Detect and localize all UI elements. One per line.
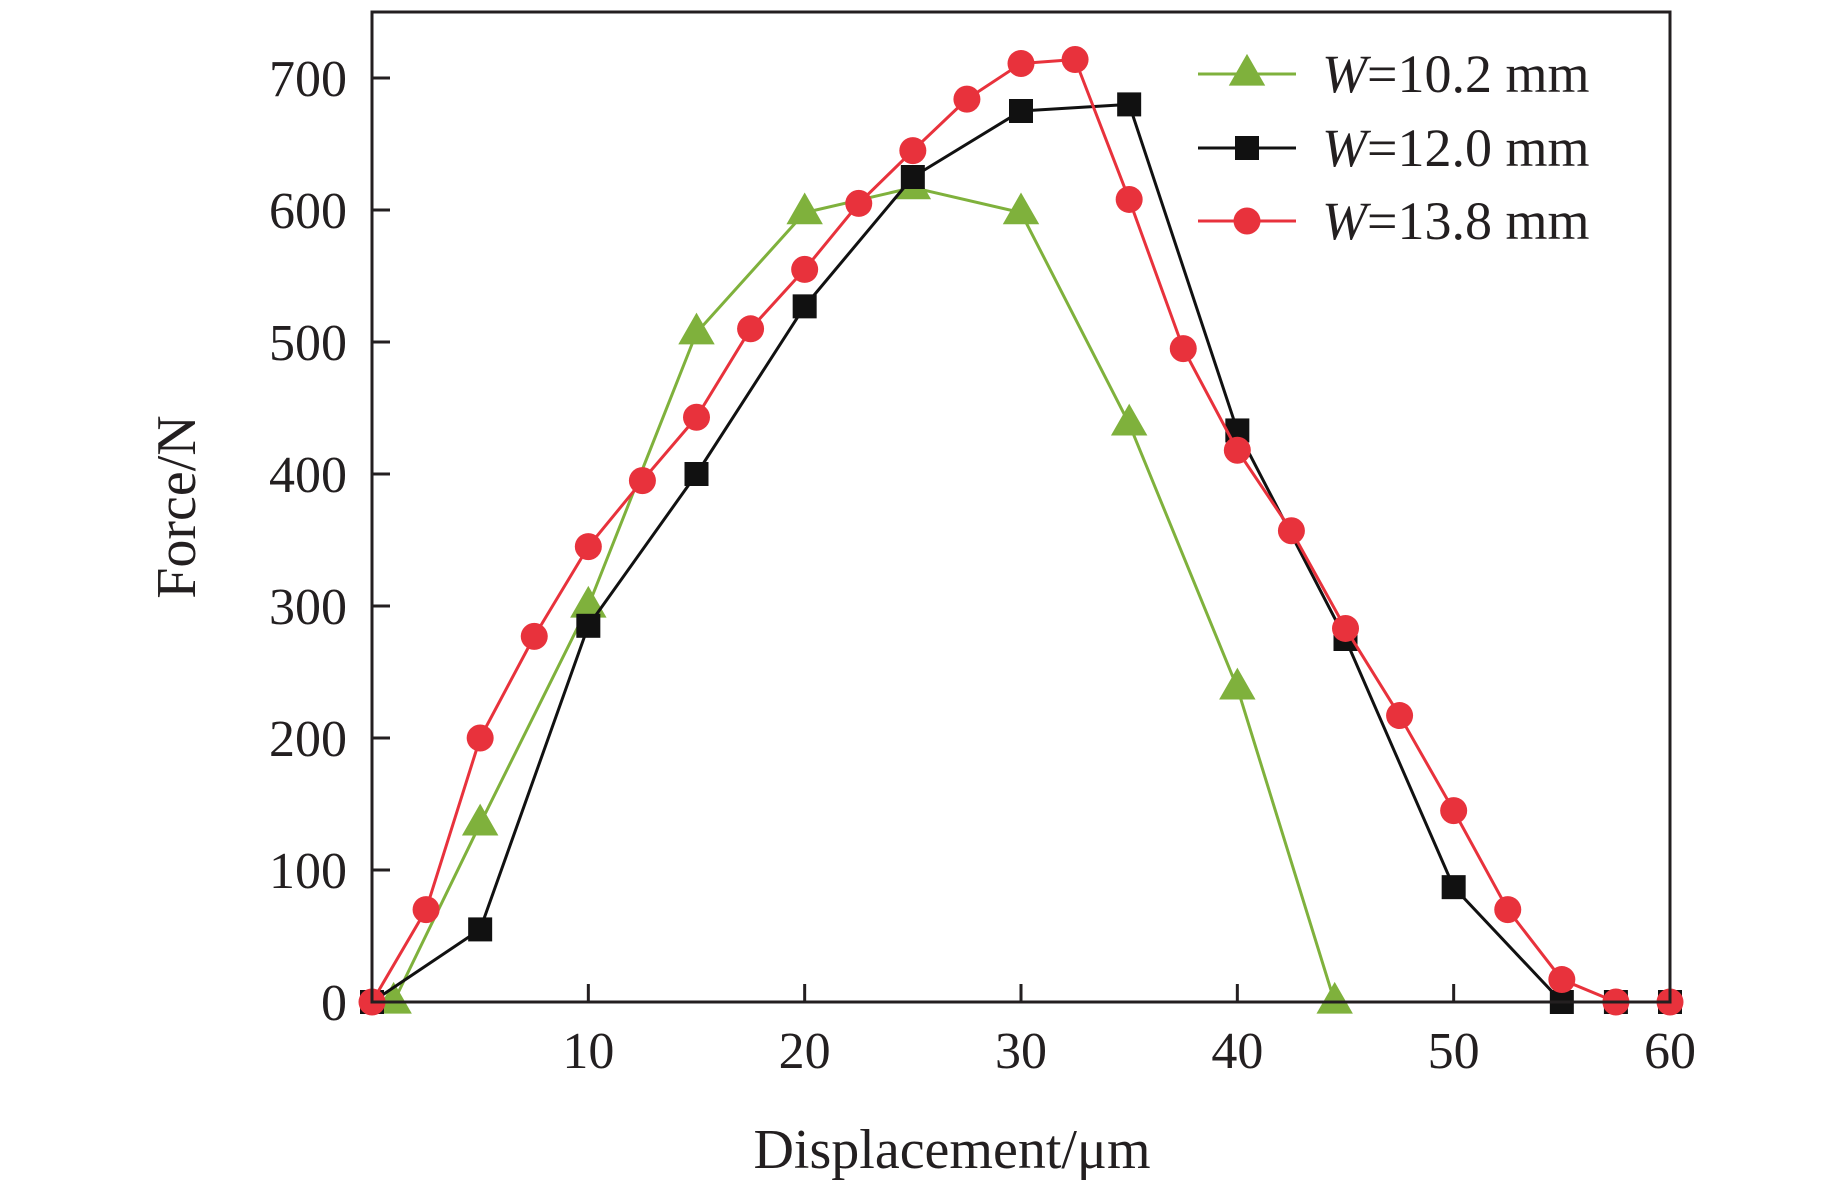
data-point bbox=[1332, 614, 1359, 642]
x-tick-label: 20 bbox=[779, 1023, 831, 1080]
data-point bbox=[678, 312, 715, 345]
data-point bbox=[520, 622, 548, 650]
y-tick-label: 100 bbox=[269, 843, 347, 900]
data-point bbox=[1441, 875, 1466, 900]
data-point bbox=[1009, 99, 1033, 123]
data-point bbox=[466, 724, 494, 752]
y-tick-label: 200 bbox=[269, 711, 347, 768]
y-tick-label: 500 bbox=[269, 315, 347, 372]
data-point bbox=[574, 533, 602, 561]
x-tick-label: 10 bbox=[562, 1023, 614, 1080]
legend-label: W=12.0 mm bbox=[1322, 118, 1589, 178]
legend-label: W=10.2 mm bbox=[1322, 44, 1589, 104]
data-point bbox=[1002, 192, 1040, 225]
data-point bbox=[845, 189, 873, 217]
data-point bbox=[1115, 185, 1143, 213]
data-point bbox=[1440, 797, 1468, 825]
data-point bbox=[1277, 517, 1305, 545]
legend-item-w-10-2-mm: W=10.2 mm bbox=[1198, 44, 1589, 104]
data-point bbox=[576, 613, 601, 638]
data-point bbox=[792, 294, 817, 319]
legend-marker bbox=[1235, 136, 1259, 160]
series-w-13-8-mm bbox=[358, 46, 1684, 1016]
data-point bbox=[1548, 966, 1576, 994]
legend: W=10.2 mm W=12.0 mm W=13.8 mm bbox=[1198, 44, 1589, 251]
legend-marker bbox=[1228, 53, 1266, 86]
y-tick-label: 300 bbox=[269, 579, 347, 636]
x-tick-label: 30 bbox=[995, 1023, 1047, 1080]
data-point bbox=[1223, 436, 1251, 464]
legend-item-w-12-0-mm: W=12.0 mm bbox=[1198, 118, 1589, 178]
data-point bbox=[468, 917, 493, 942]
data-point bbox=[1169, 335, 1197, 363]
data-point bbox=[684, 462, 709, 486]
data-point bbox=[1316, 981, 1353, 1014]
x-tick-label: 40 bbox=[1211, 1023, 1263, 1080]
series-w-12-0-mm bbox=[360, 92, 1682, 1014]
data-point bbox=[1386, 702, 1414, 730]
legend-label: W=13.8 mm bbox=[1322, 191, 1589, 251]
y-tick-label: 700 bbox=[269, 51, 347, 108]
series-line bbox=[371, 102, 1670, 1004]
data-point bbox=[786, 192, 823, 225]
data-point bbox=[1494, 896, 1522, 924]
series-layer bbox=[358, 46, 1684, 1016]
x-axis-title: Displacement/μm bbox=[753, 1119, 1150, 1181]
data-point bbox=[900, 165, 925, 189]
legend-marker bbox=[1233, 207, 1261, 235]
x-tick-label: 50 bbox=[1428, 1023, 1480, 1080]
y-tick-label: 600 bbox=[269, 183, 347, 240]
x-tick-label: 60 bbox=[1644, 1023, 1696, 1080]
data-point bbox=[899, 137, 927, 165]
data-point bbox=[1117, 92, 1142, 117]
y-tick-label: 400 bbox=[269, 447, 347, 504]
data-point bbox=[461, 803, 499, 836]
data-point bbox=[1219, 667, 1256, 700]
y-axis-title: Force/N bbox=[146, 415, 208, 599]
y-tick-label: 0 bbox=[321, 975, 347, 1032]
data-point bbox=[791, 255, 819, 283]
data-point bbox=[1110, 403, 1148, 436]
data-point bbox=[737, 315, 765, 343]
data-point bbox=[628, 467, 656, 495]
data-point bbox=[412, 896, 440, 924]
data-point bbox=[683, 403, 710, 431]
legend-item-w-13-8-mm: W=13.8 mm bbox=[1198, 191, 1589, 251]
data-point bbox=[1061, 46, 1089, 74]
data-point bbox=[953, 85, 981, 113]
data-point bbox=[1007, 49, 1035, 77]
